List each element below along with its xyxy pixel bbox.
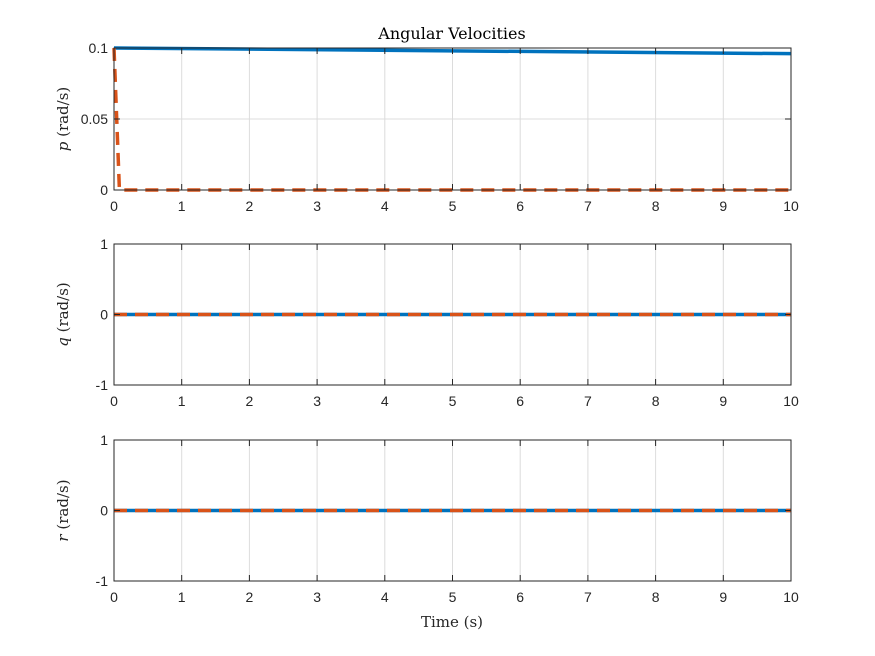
x-tick-label: 3 xyxy=(313,589,321,605)
x-tick-label: 3 xyxy=(313,198,321,214)
y-axis-symbol: r xyxy=(54,534,72,542)
y-axis-unit: (rad/s) xyxy=(54,87,72,142)
x-tick-label: 8 xyxy=(652,198,660,214)
x-tick-label: 5 xyxy=(449,198,457,214)
x-tick-label: 2 xyxy=(246,393,254,409)
x-tick-label: 5 xyxy=(449,393,457,409)
x-tick-label: 2 xyxy=(246,198,254,214)
y-axis-label: r (rad/s) xyxy=(54,479,72,541)
y-axis-symbol: p xyxy=(54,141,72,151)
y-tick-label: -1 xyxy=(96,377,109,393)
x-tick-label: 7 xyxy=(584,198,592,214)
x-tick-label: 6 xyxy=(516,589,524,605)
x-tick-label: 4 xyxy=(381,589,389,605)
x-tick-label: 10 xyxy=(783,589,799,605)
chart-title: Angular Velocities xyxy=(377,24,525,43)
x-tick-label: 6 xyxy=(516,393,524,409)
x-tick-label: 7 xyxy=(584,589,592,605)
x-tick-label: 4 xyxy=(381,198,389,214)
x-tick-label: 10 xyxy=(783,198,799,214)
x-tick-label: 9 xyxy=(719,393,727,409)
y-tick-label: 0.05 xyxy=(81,111,108,127)
x-tick-label: 9 xyxy=(719,198,727,214)
subplot-p: 0 1 2 3 4 5 6 7 8 9 10 0 0.05 0.1 p (rad/s) xyxy=(54,40,799,214)
x-tick-label: 0 xyxy=(110,393,118,409)
x-tick-label: 10 xyxy=(783,393,799,409)
y-tick-label: 0.1 xyxy=(89,40,109,56)
y-tick-label: -1 xyxy=(96,573,109,589)
x-tick-label: 0 xyxy=(110,589,118,605)
y-axis-unit: (rad/s) xyxy=(54,479,72,534)
y-tick-label: 1 xyxy=(100,432,108,448)
y-tick-label: 0 xyxy=(100,182,108,198)
y-tick-label: 1 xyxy=(100,236,108,252)
x-tick-label: 2 xyxy=(246,589,254,605)
x-tick-label: 8 xyxy=(652,589,660,605)
x-tick-label: 8 xyxy=(652,393,660,409)
x-tick-label: 1 xyxy=(178,393,186,409)
y-axis-label: q (rad/s) xyxy=(54,282,72,347)
x-tick-label: 1 xyxy=(178,589,186,605)
x-tick-label: 4 xyxy=(381,393,389,409)
y-axis-symbol: q xyxy=(54,337,72,347)
x-tick-label: 1 xyxy=(178,198,186,214)
y-tick-label: 0 xyxy=(100,503,108,519)
x-axis-label: Time (s) xyxy=(421,613,483,631)
y-axis-unit: (rad/s) xyxy=(54,282,72,337)
x-tick-label: 3 xyxy=(313,393,321,409)
x-tick-label: 9 xyxy=(719,589,727,605)
y-tick-label: 0 xyxy=(100,307,108,323)
x-tick-label: 0 xyxy=(110,198,118,214)
y-axis-label: p (rad/s) xyxy=(54,87,72,152)
x-tick-label: 7 xyxy=(584,393,592,409)
x-tick-label: 5 xyxy=(449,589,457,605)
x-tick-label: 6 xyxy=(516,198,524,214)
